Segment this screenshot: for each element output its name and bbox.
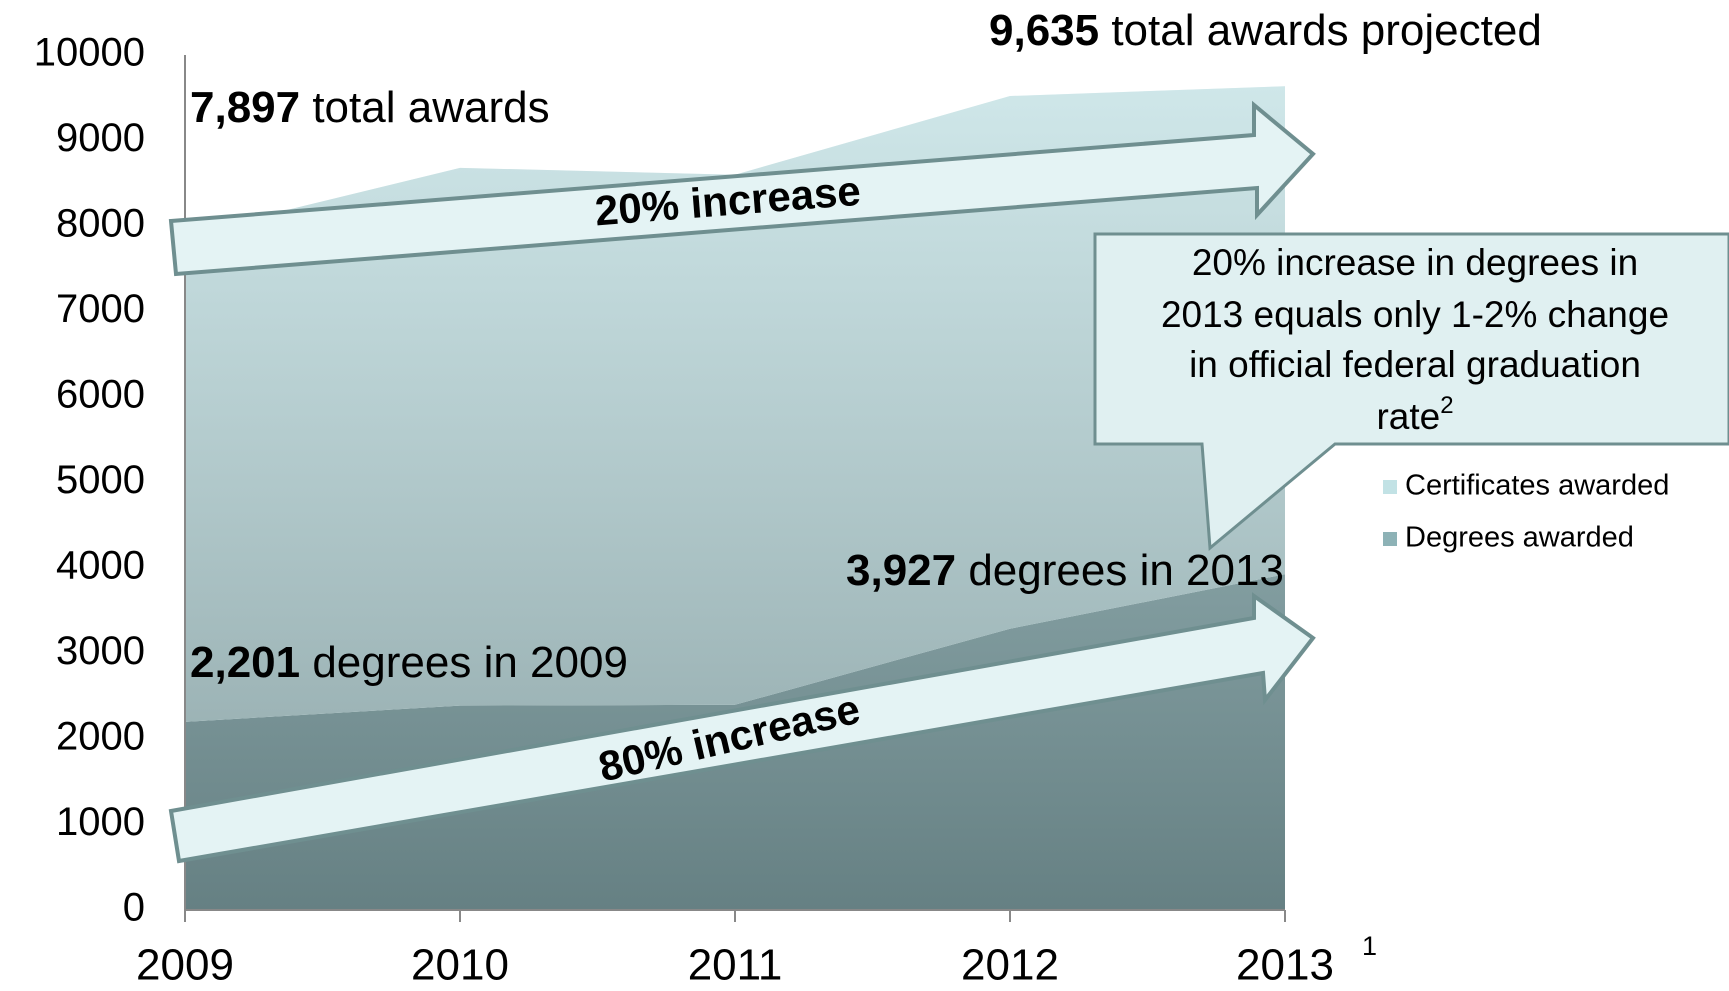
- x-tick-label: 2010: [411, 941, 509, 990]
- callout-line: 2013 equals only 1-2% change: [1161, 294, 1669, 335]
- callout: [1093, 232, 1729, 552]
- y-tick-label: 2000: [56, 715, 145, 759]
- y-tick-label: 5000: [56, 458, 145, 502]
- y-tick-label: 6000: [56, 373, 145, 417]
- annotation-value: 7,897: [190, 83, 300, 132]
- legend-swatch: [1383, 532, 1397, 546]
- callout-text: 2013 equals only 1-2% change: [1161, 294, 1669, 335]
- y-tick-label: 10000: [34, 31, 145, 75]
- legend-label: Certificates awarded: [1405, 470, 1669, 502]
- annotation-text: total awards projected: [1099, 6, 1542, 55]
- footnote: 1: [1362, 931, 1377, 961]
- callout-text: 20% increase in degrees in: [1192, 242, 1638, 283]
- callout-line: rate: [1376, 396, 1440, 437]
- legend-swatch: [1383, 480, 1397, 494]
- annotation: 3,927 degrees in 2013: [846, 546, 1284, 595]
- y-tick-label: 9000: [56, 116, 145, 160]
- annotation-text: total awards: [300, 83, 549, 132]
- annotation: 7,897 total awards: [190, 83, 550, 132]
- annotation-value: 2,201: [190, 638, 300, 687]
- annotation: 2,201 degrees in 2009: [190, 638, 628, 687]
- annotation-text: degrees in 2009: [300, 638, 628, 687]
- y-tick-label: 1000: [56, 800, 145, 844]
- decorations: 20% increase 80% increase: [168, 100, 1729, 864]
- axes: [184, 55, 1286, 922]
- callout-superscript: 2: [1440, 392, 1453, 419]
- callout-line: 20% increase in degrees in: [1192, 242, 1638, 283]
- x-tick-label: 2011: [688, 941, 783, 990]
- annotation-value: 9,635: [989, 6, 1099, 55]
- callout-line: in official federal graduation: [1189, 344, 1641, 385]
- annotation-value: 3,927: [846, 546, 956, 595]
- callout-text: in official federal graduation: [1189, 344, 1641, 385]
- labels: 0 1000 2000 3000 4000 5000 6000 7000 8000 9000 100…: [34, 6, 1670, 990]
- y-tick-label: 7000: [56, 287, 145, 331]
- x-tick-label: 2009: [136, 941, 234, 990]
- arrow: [168, 592, 1316, 864]
- y-tick-label: 3000: [56, 629, 145, 673]
- y-tick-label: 0: [123, 886, 145, 930]
- x-tick-label: 2012: [961, 941, 1059, 990]
- legend-label: Degrees awarded: [1405, 522, 1634, 554]
- arrow: [168, 100, 1316, 277]
- y-tick-label: 4000: [56, 544, 145, 588]
- callout-text: rate2: [1376, 392, 1453, 436]
- annotation: 9,635 total awards projected: [989, 6, 1542, 55]
- y-tick-label: 8000: [56, 202, 145, 246]
- x-tick-label: 2013: [1236, 941, 1334, 990]
- annotation-text: degrees in 2013: [956, 546, 1284, 595]
